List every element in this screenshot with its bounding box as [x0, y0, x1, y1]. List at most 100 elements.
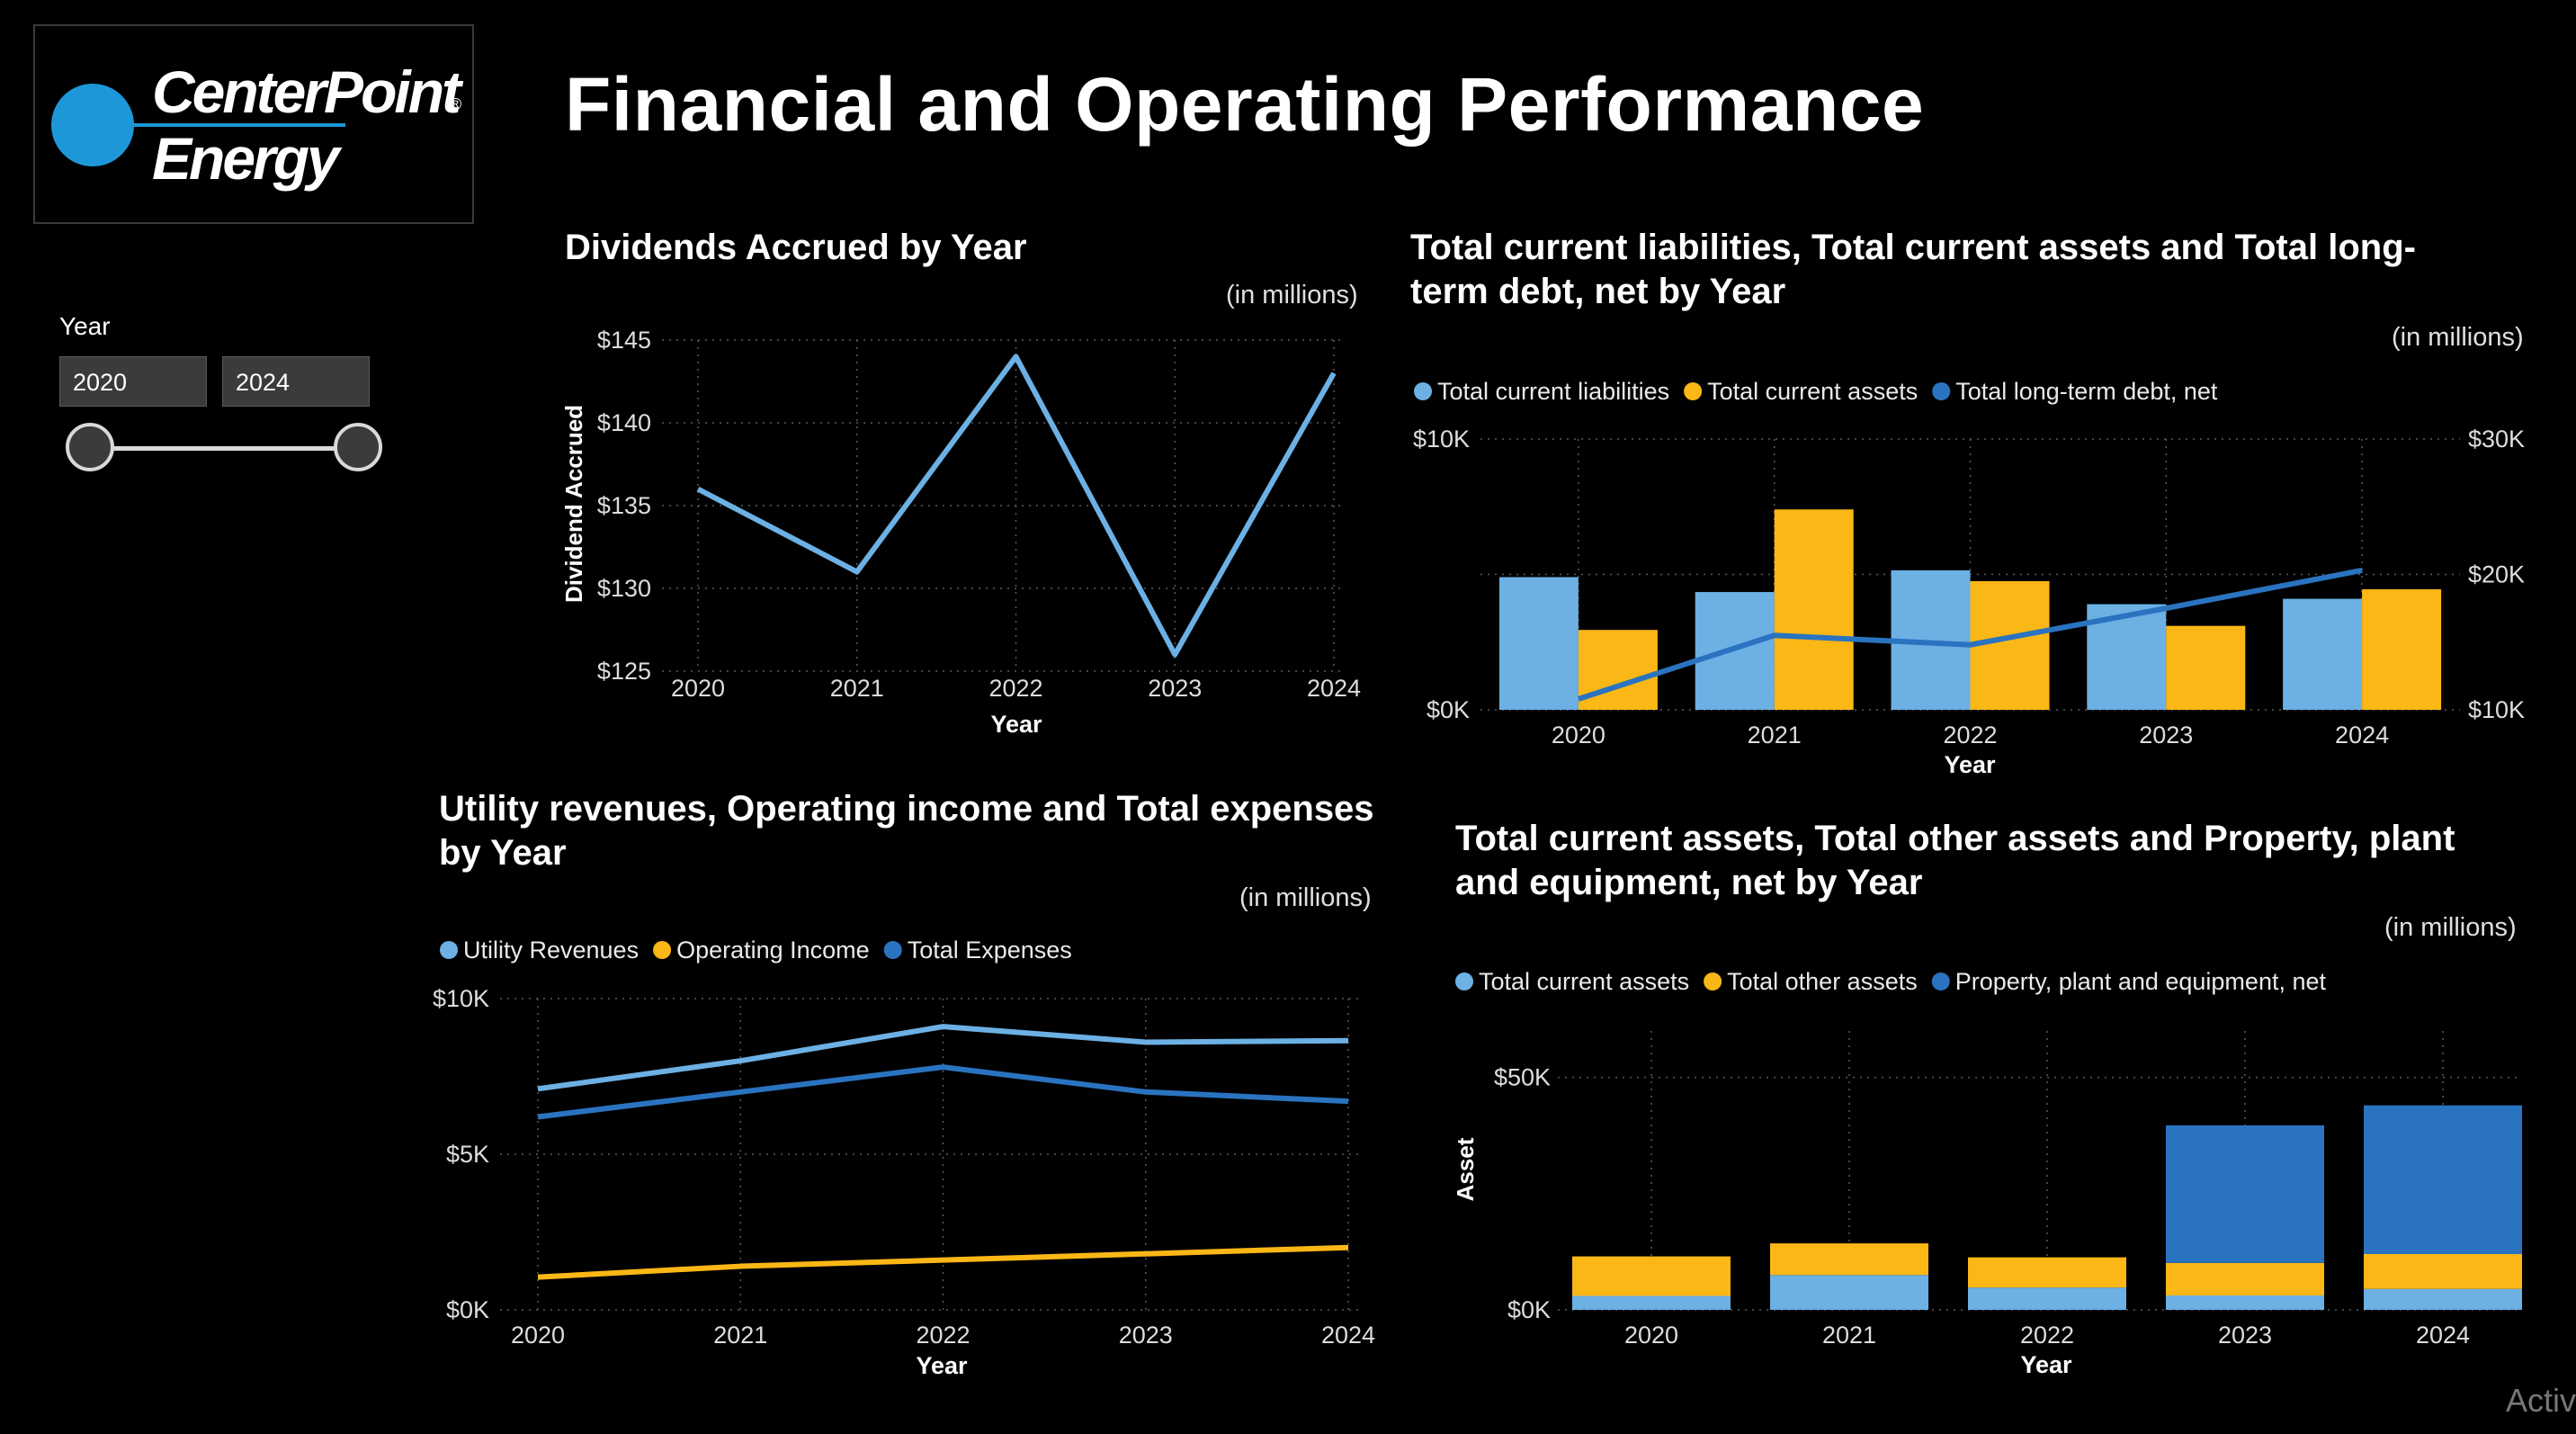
bar-total-current-liabilities — [1498, 577, 1579, 710]
activation-watermark: Activ — [2506, 1382, 2576, 1419]
legend-marker — [1455, 972, 1473, 990]
legend-marker — [440, 941, 458, 959]
x-tick-label: 2020 — [1624, 1322, 1678, 1349]
assets-chart-title: Total current assets, Total other assets… — [1455, 819, 2455, 902]
utility-chart-title: Utility revenues, Operating income and T… — [439, 789, 1374, 873]
y-tick-label: $125 — [597, 658, 651, 685]
year-slider-end-handle[interactable] — [334, 423, 382, 471]
x-tick-label: 2021 — [1822, 1322, 1876, 1349]
legend-marker — [1704, 972, 1722, 990]
y-tick-label: $130 — [597, 575, 651, 602]
operating-income-series-line — [537, 1244, 1349, 1280]
dividend-accrued-series-line — [696, 354, 1337, 658]
legend-marker — [883, 941, 902, 959]
y-axis-title: Dividend Accrued — [560, 405, 587, 603]
liabilities-unit-note: (in millions) — [2392, 323, 2524, 352]
x-axis-title: Year — [990, 711, 1042, 738]
utility-line-chart: Utility Revenues Operating Income Total Ex… — [433, 937, 1375, 1379]
x-tick-label: 2023 — [2139, 721, 2193, 748]
x-tick-label: 2023 — [1119, 1322, 1173, 1349]
legend-label: Total other assets — [1727, 968, 1918, 995]
y-tick-label: $145 — [597, 327, 651, 354]
y-right-tick-label: $30K — [2468, 426, 2525, 453]
bar-property-plant-and-equipment-net — [2166, 1125, 2324, 1263]
year-slider-start-handle[interactable] — [66, 423, 114, 471]
bar-total-other-assets — [1968, 1257, 2126, 1288]
x-tick-label: 2021 — [830, 675, 884, 702]
logo-registered-mark: ® — [450, 95, 461, 113]
bar-total-current-assets — [1968, 1287, 2126, 1310]
x-axis-title: Year — [2020, 1351, 2072, 1378]
legend-label: Operating Income — [676, 937, 870, 963]
long-term-debt-series-line — [1577, 568, 2363, 702]
x-tick-label: 2022 — [1943, 721, 1997, 748]
legend-label: Utility Revenues — [463, 937, 639, 963]
total-expenses-series-line — [537, 1064, 1349, 1120]
legend-label: Total current assets — [1707, 378, 1918, 405]
assets-unit-note: (in millions) — [2384, 913, 2517, 942]
x-tick-label: 2023 — [1148, 675, 1202, 702]
bar-total-other-assets — [2364, 1254, 2522, 1289]
y-tick-label: $10K — [433, 985, 489, 1012]
assets-stacked-bar-chart: Total current assets Total other assets Pr… — [1452, 968, 2522, 1378]
bar-property-plant-and-equipment-net — [2364, 1105, 2522, 1254]
legend-marker — [1414, 382, 1432, 400]
dividends-unit-note: (in millions) — [1226, 281, 1358, 309]
logo-graphic: CenterPoint Energy ® — [51, 58, 467, 192]
x-tick-label: 2024 — [1321, 1322, 1375, 1349]
page-title: Financial and Operating Performance — [565, 62, 1925, 147]
bar-total-other-assets — [1572, 1256, 1731, 1296]
bar-total-current-assets — [2166, 1295, 2324, 1310]
bar-total-current-liabilities — [2283, 598, 2363, 710]
x-tick-label: 2022 — [916, 1322, 970, 1349]
bar-total-current-assets — [1970, 581, 2050, 710]
x-tick-label: 2022 — [988, 675, 1042, 702]
bar-total-current-assets — [2166, 625, 2246, 710]
y-left-tick-label: $10K — [1413, 426, 1470, 453]
bar-total-current-assets — [1770, 1275, 1928, 1310]
x-tick-label: 2020 — [1552, 721, 1606, 748]
x-tick-label: 2020 — [671, 675, 725, 702]
bar-total-other-assets — [2166, 1262, 2324, 1295]
y-tick-label: $5K — [446, 1141, 489, 1168]
company-logo: CenterPoint Energy ® — [33, 24, 474, 224]
x-tick-label: 2022 — [2020, 1322, 2074, 1349]
x-tick-label: 2024 — [2335, 721, 2389, 748]
y-left-tick-label: $0K — [1427, 696, 1470, 723]
y-tick-label: $0K — [1507, 1296, 1551, 1323]
legend-label: Total Expenses — [908, 937, 1072, 963]
x-axis-title: Year — [1944, 751, 1996, 778]
bar-total-current-assets — [2362, 589, 2442, 710]
y-axis-title: Asset — [1452, 1137, 1479, 1201]
legend-label: Total current liabilities — [1437, 378, 1669, 405]
legend-marker — [653, 941, 672, 959]
bar-total-other-assets — [1770, 1243, 1928, 1276]
dividends-line-chart: 2020 2021 2022 2023 2024 $125 $130 $135 $140 $145… — [560, 327, 1361, 738]
utility-revenues-series-line — [537, 1024, 1349, 1092]
legend-label: Total current assets — [1479, 968, 1689, 995]
dividends-chart-title: Dividends Accrued by Year — [565, 228, 1027, 267]
y-right-tick-label: $10K — [2468, 696, 2525, 723]
year-slider-track[interactable] — [90, 446, 358, 451]
year-end-input[interactable]: 2024 — [222, 356, 370, 407]
bar-total-current-assets — [2364, 1288, 2522, 1310]
legend-label: Property, plant and equipment, net — [1955, 968, 2327, 995]
x-tick-label: 2023 — [2218, 1322, 2272, 1349]
liabilities-combo-chart: Total current liabilities Total current a… — [1413, 378, 2525, 778]
utility-unit-note: (in millions) — [1239, 883, 1372, 912]
year-slicer-label: Year — [59, 312, 111, 340]
x-tick-label: 2024 — [1307, 675, 1361, 702]
y-right-tick-label: $20K — [2468, 561, 2525, 588]
y-tick-label: $50K — [1494, 1064, 1551, 1091]
liabilities-chart-title: Total current liabilities, Total current… — [1410, 228, 2416, 311]
logo-text-line2: Energy — [152, 125, 343, 192]
x-tick-label: 2020 — [511, 1322, 565, 1349]
bar-total-current-assets — [1572, 1295, 1731, 1310]
y-tick-label: $135 — [597, 492, 651, 519]
x-tick-label: 2021 — [713, 1322, 767, 1349]
logo-text-line1: CenterPoint — [152, 58, 464, 125]
legend-marker — [1684, 382, 1703, 400]
year-start-input[interactable]: 2020 — [59, 356, 207, 407]
bar-total-current-assets — [1774, 509, 1854, 710]
x-axis-title: Year — [916, 1352, 968, 1379]
